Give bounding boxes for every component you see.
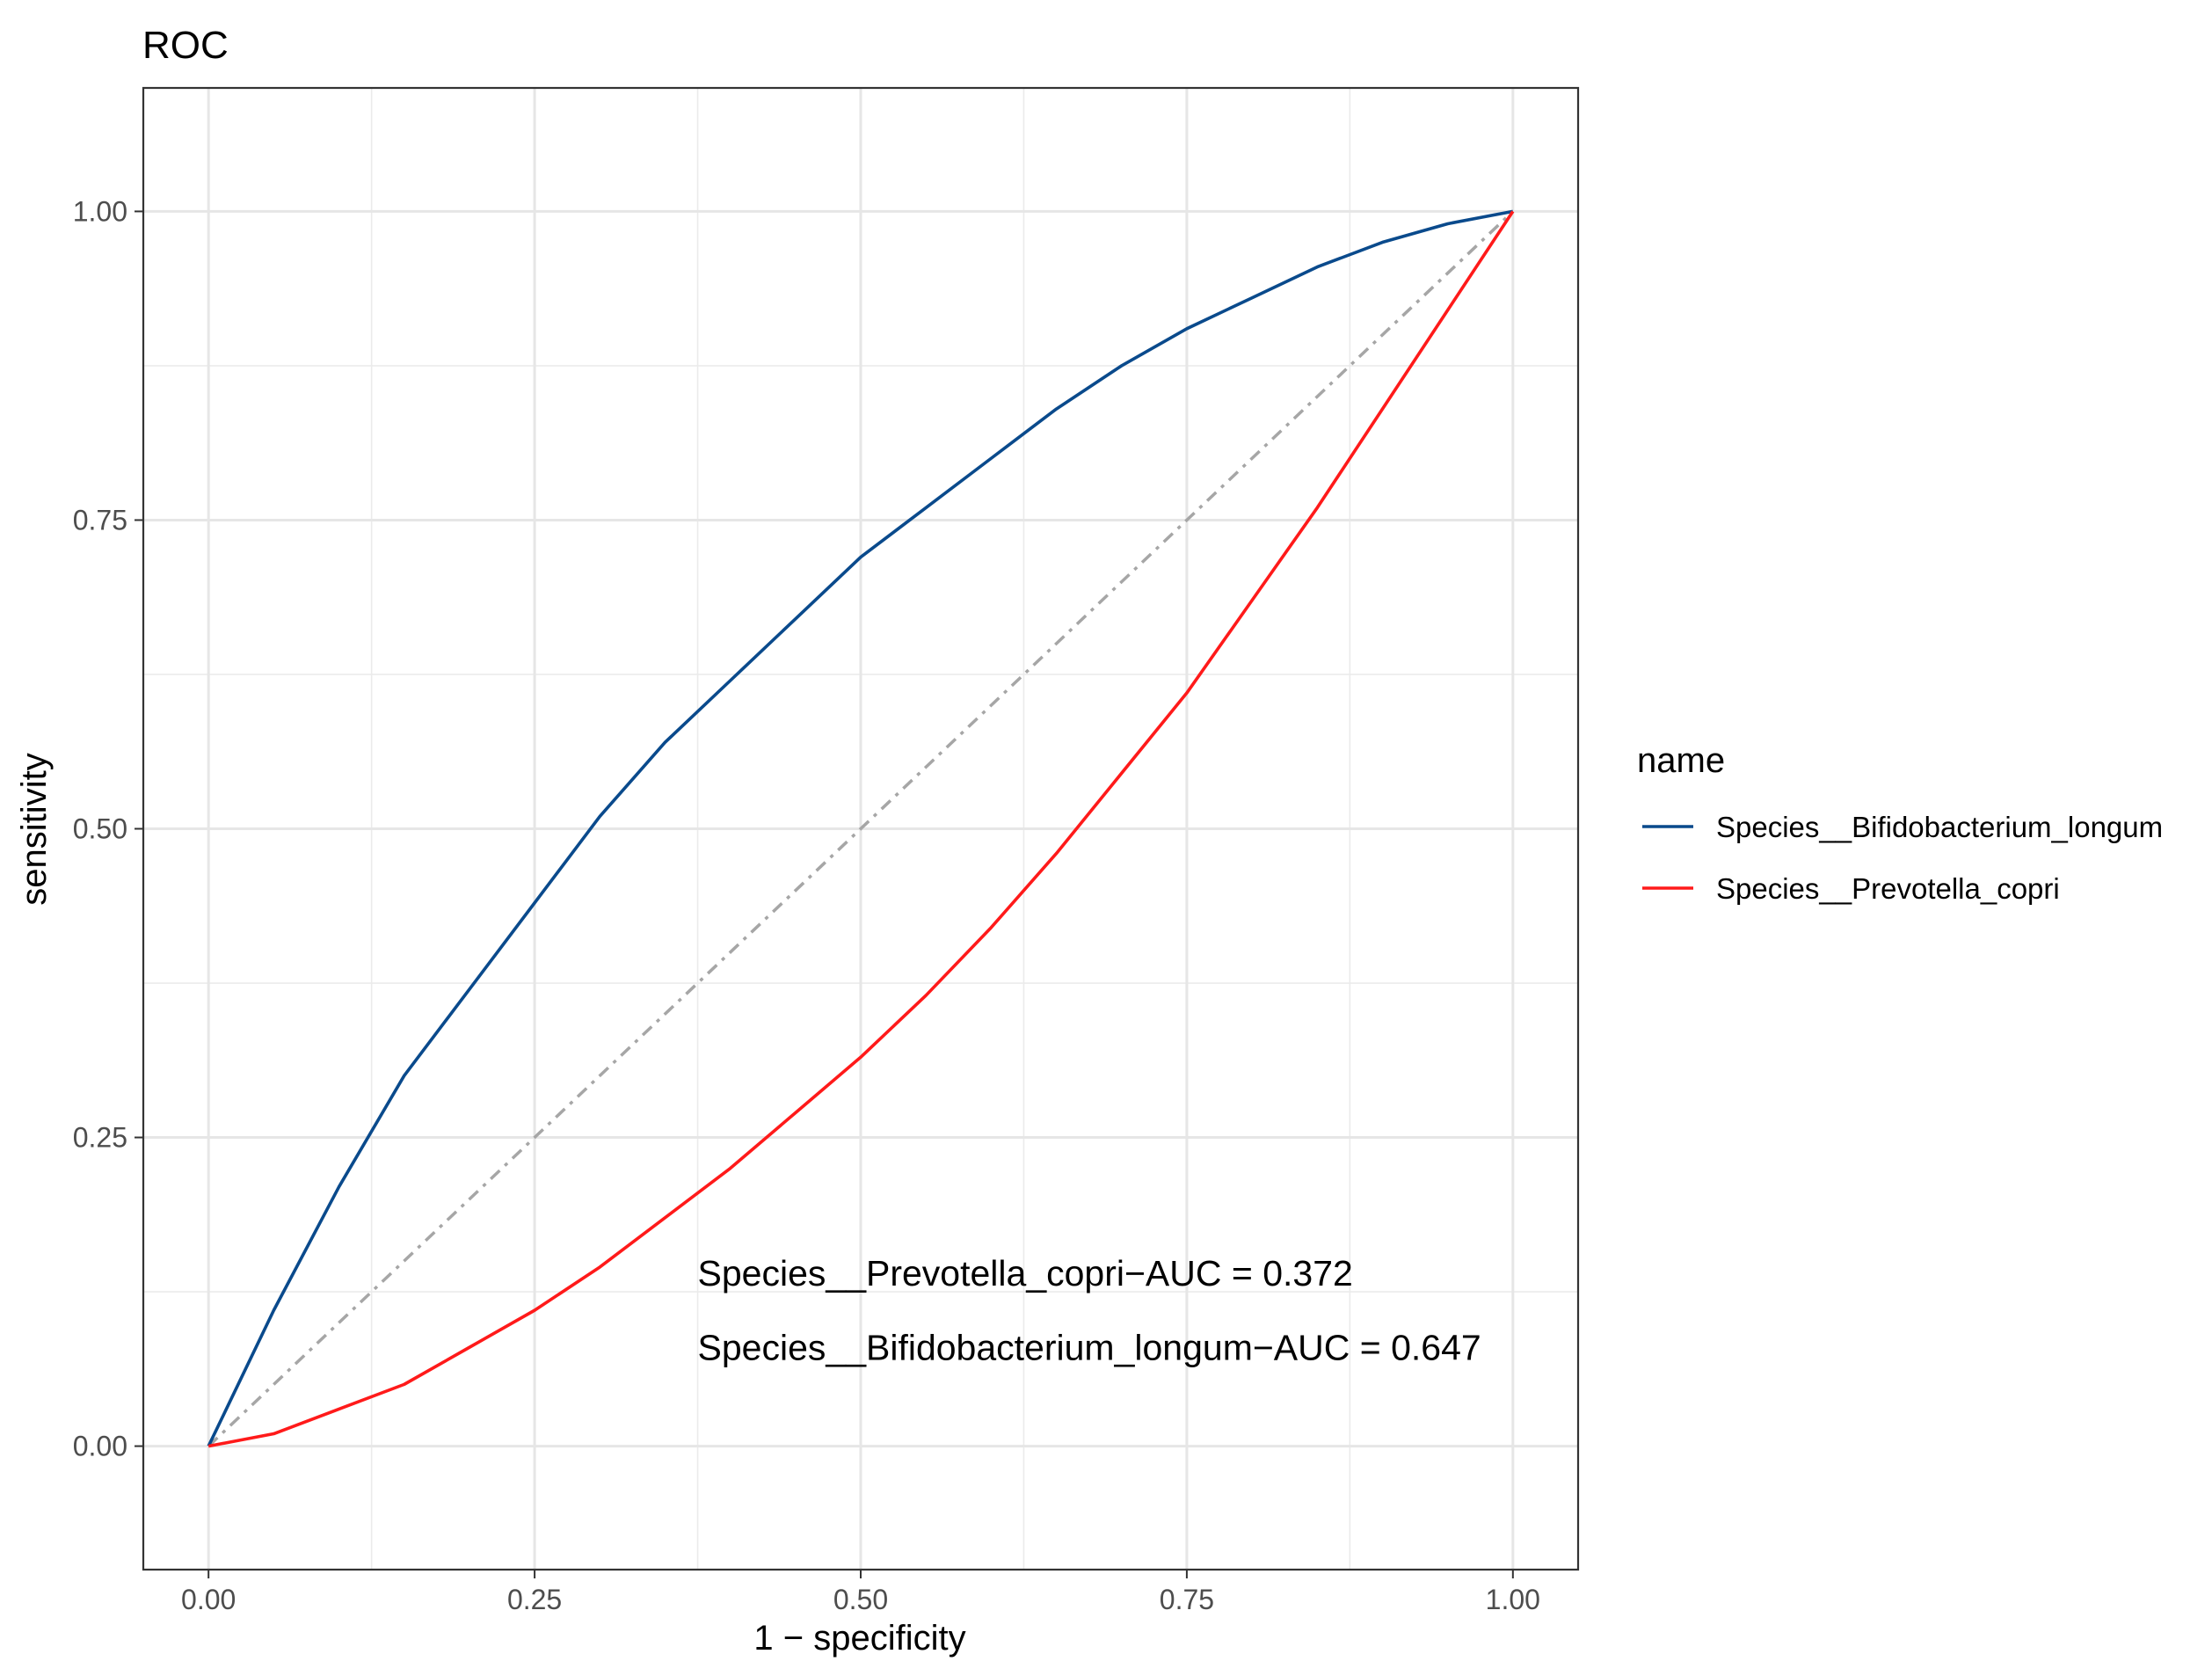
- plot-area: Species__Prevotella_copri−AUC = 0.372 Spe…: [207, 209, 1515, 1448]
- y-tick-label: 0.25: [73, 1122, 127, 1154]
- legend-label-2: Species__Prevotella_copri: [1716, 872, 2060, 905]
- chart-title: ROC: [142, 24, 229, 67]
- y-tick-label: 1.00: [73, 195, 127, 227]
- legend-title: name: [1637, 741, 1725, 780]
- x-tick-label: 0.50: [833, 1584, 888, 1615]
- y-tick-label: 0.75: [73, 504, 127, 536]
- y-tick-label: 0.00: [73, 1431, 127, 1462]
- x-tick-label: 0.00: [181, 1584, 236, 1615]
- y-axis-title: sensitivity: [15, 753, 54, 905]
- x-axis-title: 1 − specificity: [753, 1619, 965, 1658]
- legend: name Species__Bifidobacterium_longum Spec…: [1637, 741, 2163, 905]
- series-line-2: [207, 210, 1515, 1448]
- reference-diagonal-line: [207, 210, 1515, 1447]
- legend-label-1: Species__Bifidobacterium_longum: [1716, 811, 2163, 843]
- x-tick-label: 0.75: [1160, 1584, 1214, 1615]
- y-tick-label: 0.50: [73, 813, 127, 845]
- x-tick-label: 0.25: [507, 1584, 562, 1615]
- axis-ticks: 0.00 0.25 0.50 0.75 1.00 0.00 0.25 0.50 0.75 1.00: [73, 195, 1540, 1615]
- auc-annotation-1: Species__Prevotella_copri−AUC = 0.372: [698, 1253, 1353, 1293]
- series-line-1: [207, 209, 1514, 1447]
- x-tick-label: 1.00: [1486, 1584, 1540, 1615]
- auc-annotation-2: Species__Bifidobacterium_longum−AUC = 0.…: [698, 1327, 1481, 1367]
